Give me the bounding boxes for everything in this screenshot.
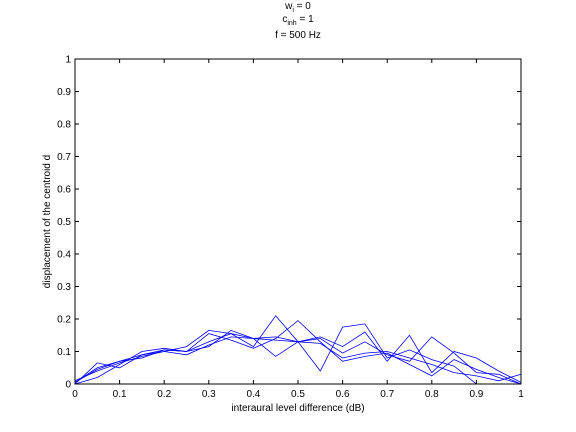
- y-tick-label: 0.7: [57, 152, 71, 163]
- y-tick-label: 0.3: [57, 282, 71, 293]
- y-tick-label: 0.2: [57, 315, 71, 326]
- title-line: wi = 0: [284, 1, 311, 14]
- y-tick-label: 0.1: [57, 347, 71, 358]
- series-lines: [74, 315, 522, 385]
- y-tick-label: 0.8: [57, 120, 71, 131]
- x-tick-label: 0: [72, 389, 78, 400]
- y-tick-label: 1: [65, 55, 71, 66]
- axis-ticks: [74, 58, 522, 385]
- x-tick-label: 0.6: [336, 389, 350, 400]
- x-tick-label: 0.4: [246, 389, 260, 400]
- y-tick-label: 0.5: [57, 217, 71, 228]
- x-axis-label: interaural level difference (dB): [231, 403, 364, 414]
- series-line: [74, 336, 522, 382]
- series-line: [74, 320, 522, 385]
- x-tick-label: 0.7: [380, 389, 394, 400]
- title-line: cinh = 1: [282, 14, 314, 27]
- y-tick-label: 0: [65, 380, 71, 391]
- series-line: [74, 323, 521, 385]
- x-tick-label: 0.3: [202, 389, 216, 400]
- series-line: [74, 333, 522, 385]
- x-tick-label: 0.8: [425, 389, 439, 400]
- title-line: f = 500 Hz: [275, 30, 321, 41]
- x-tick-label: 0.1: [113, 389, 127, 400]
- plot-frame: [74, 58, 522, 385]
- series-line: [74, 315, 522, 385]
- y-tick-label: 0.9: [57, 87, 71, 98]
- x-tick-labels: 0 0.1 0.2 0.3 0.4 0.5 0.6 0.7 0.8 0.9 1: [72, 389, 524, 400]
- x-tick-label: 1: [518, 389, 524, 400]
- x-tick-label: 0.5: [291, 389, 305, 400]
- y-tick-label: 0.6: [57, 185, 71, 196]
- y-tick-labels: 0 0.1 0.2 0.3 0.4 0.5 0.6 0.7 0.8 0.9 1: [57, 55, 71, 391]
- y-axis-label: displacement of the centroid d: [42, 155, 53, 288]
- x-tick-label: 0.9: [469, 389, 483, 400]
- x-tick-label: 0.2: [157, 389, 171, 400]
- y-tick-label: 0.4: [57, 250, 71, 261]
